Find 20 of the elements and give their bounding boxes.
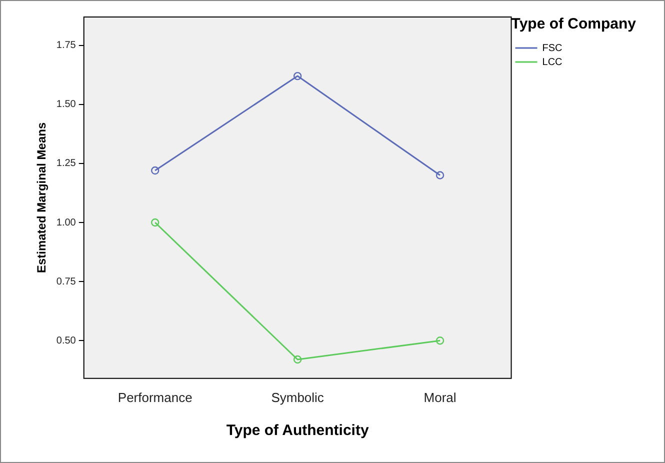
point xyxy=(293,72,302,80)
y-tick-label: 0.50 xyxy=(56,335,76,346)
y-tick-label: 1.75 xyxy=(56,40,76,52)
x-tick-label: Moral xyxy=(424,390,456,405)
x-tick-label: Symbolic xyxy=(271,390,324,405)
y-tick-label: 1.25 xyxy=(56,158,76,170)
x-tick-label: Performance xyxy=(118,390,192,405)
x-axis-title: Type of Authenticity xyxy=(226,422,370,440)
legend-label: LCC xyxy=(542,56,562,68)
legend-title: Type of Company xyxy=(511,16,637,33)
y-tick-label: 1.50 xyxy=(56,99,76,110)
point xyxy=(436,336,444,345)
y-tick-label: 1.00 xyxy=(56,217,76,228)
y-tick-label: 0.75 xyxy=(56,276,76,288)
point xyxy=(150,218,160,227)
legend-label: FSC xyxy=(542,42,562,54)
point xyxy=(150,166,160,175)
point xyxy=(293,355,302,364)
y-axis-title: Estimated Marginal Means xyxy=(34,122,49,274)
point xyxy=(436,171,444,180)
